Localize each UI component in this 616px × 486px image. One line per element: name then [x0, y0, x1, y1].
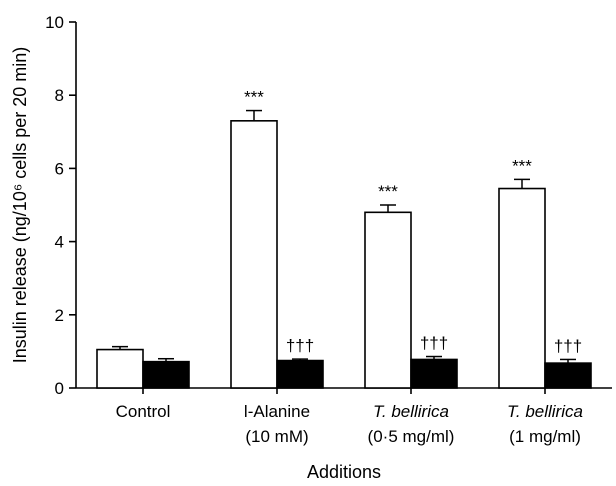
y-axis-title: Insulin release (ng/10⁶ cells per 20 min… — [10, 47, 30, 364]
bars: *** ††† *** ††† *** ††† — [96, 88, 592, 389]
significance-label: *** — [378, 182, 398, 201]
bar — [364, 211, 412, 389]
y-tick-label: 4 — [55, 233, 64, 252]
x-axis-title: Additions — [307, 462, 381, 482]
category-label: T. bellirica — [373, 402, 449, 421]
category-label: T. bellirica — [507, 402, 583, 421]
bar — [544, 362, 592, 389]
category-label: (1 mg/ml) — [509, 427, 581, 446]
significance-label: *** — [244, 88, 264, 107]
category-label: l-Alanine — [244, 402, 310, 421]
y-tick-label: 8 — [55, 86, 64, 105]
bar — [230, 120, 278, 389]
category-label: (0·5 mg/ml) — [368, 427, 455, 446]
significance-label: *** — [512, 156, 532, 175]
y-axis: 0 2 4 6 8 10 — [45, 13, 77, 398]
bar — [498, 187, 546, 389]
category-label: (10 mM) — [245, 427, 308, 446]
category-labels: Control l-Alanine (10 mM) T. bellirica (0·5 … — [116, 402, 583, 446]
bar — [96, 348, 144, 389]
significance-label: ††† — [286, 336, 314, 355]
bar — [276, 359, 324, 389]
category-label: Control — [116, 402, 171, 421]
y-tick-label: 0 — [55, 379, 64, 398]
y-tick-label: 6 — [55, 159, 64, 178]
y-tick-label: 10 — [45, 13, 64, 32]
x-axis — [76, 387, 612, 394]
y-tick-label: 2 — [55, 306, 64, 325]
significance-label: ††† — [420, 334, 448, 353]
significance-label: ††† — [554, 336, 582, 355]
bar — [142, 360, 190, 389]
bar — [410, 358, 458, 389]
